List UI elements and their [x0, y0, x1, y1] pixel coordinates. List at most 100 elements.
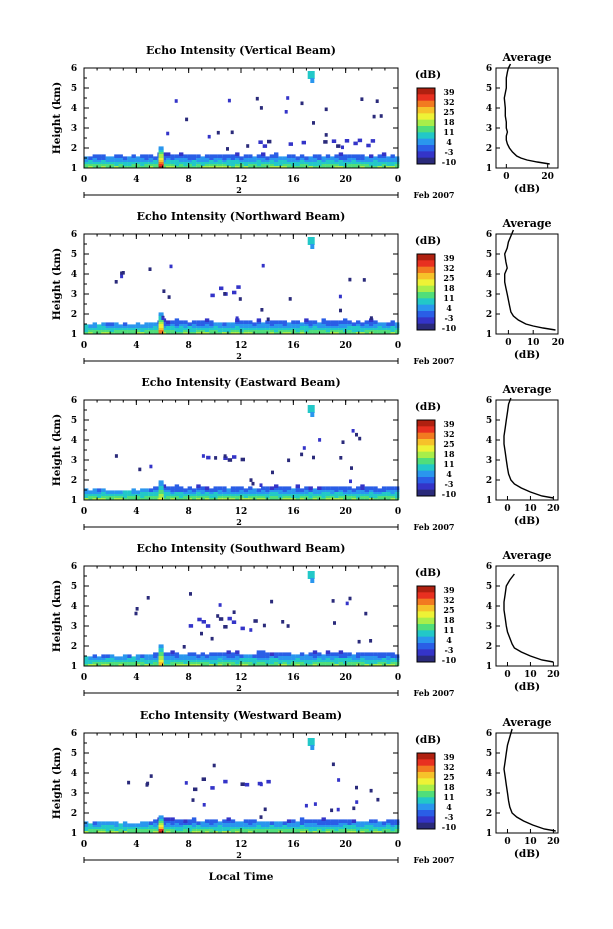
heatmap-cell — [101, 658, 106, 662]
colorbar-swatch — [417, 88, 435, 95]
heatmap-cell — [347, 330, 352, 334]
heatmap-cell — [140, 156, 145, 160]
heatmap-cell — [263, 807, 267, 812]
heatmap-cell — [256, 650, 262, 654]
heatmap-cell — [88, 158, 93, 162]
heatmap-cell — [148, 267, 152, 271]
heatmap-cell — [269, 494, 275, 498]
heatmap-cell — [377, 328, 382, 332]
heatmap-cell — [356, 158, 361, 162]
heatmap-cell — [230, 162, 236, 166]
heatmap-cell — [330, 488, 335, 492]
heatmap-cell — [256, 160, 262, 164]
heatmap-cell — [213, 158, 218, 162]
heatmap-cell — [235, 490, 240, 494]
heatmap-cell — [127, 164, 132, 168]
heatmap-cell — [161, 821, 167, 825]
heatmap-cell — [252, 829, 257, 833]
heatmap-cell — [274, 324, 279, 328]
heatmap-cell — [131, 330, 136, 334]
heatmap-cell — [213, 496, 218, 500]
heatmap-cell — [187, 162, 192, 166]
heatmap-cell — [325, 821, 331, 825]
heatmap-cell — [312, 154, 318, 158]
heatmap-cell — [390, 496, 395, 500]
heatmap-cell — [191, 658, 197, 662]
heatmap-cell — [261, 263, 265, 268]
heatmap-cell — [372, 114, 376, 119]
heatmap-cell — [364, 821, 369, 825]
heatmap-cell — [394, 160, 400, 164]
heatmap-cell — [140, 654, 145, 658]
heatmap-cell — [161, 154, 167, 158]
heatmap-cell — [214, 456, 218, 460]
heatmap-cell — [239, 322, 244, 326]
heatmap-cell — [248, 162, 253, 166]
heatmap-cell — [261, 658, 266, 662]
panel-5: Echo Intensity (Westward Beam)123456Heig… — [51, 709, 560, 865]
colorbar-units: (dB) — [415, 235, 441, 247]
heatmap-cell — [148, 322, 154, 326]
heatmap-cell — [373, 827, 378, 831]
heatmap-cell — [239, 496, 244, 500]
profile-title: Average — [501, 51, 551, 64]
heatmap-cell — [182, 645, 186, 649]
heatmap-cell — [187, 660, 192, 664]
heatmap-cell — [248, 156, 253, 160]
heatmap-cell — [179, 654, 184, 658]
heatmap-cell — [170, 827, 175, 831]
y-axis-label: Height (km) — [51, 747, 63, 819]
heatmap-cell — [360, 823, 365, 827]
heatmap-cell — [191, 158, 197, 162]
heatmap-cell — [127, 330, 132, 334]
heatmap-cell — [97, 164, 102, 168]
heatmap-cell — [179, 160, 184, 164]
heatmap-cell — [261, 821, 266, 825]
heatmap-cell — [202, 803, 206, 807]
heatmap-cell — [140, 488, 145, 492]
heatmap-cell — [330, 825, 335, 829]
heatmap-cell — [216, 130, 220, 135]
heatmap-cell — [239, 158, 244, 162]
heatmap-cell — [84, 496, 89, 500]
heatmap-cell — [394, 158, 400, 162]
heatmap-cell — [200, 156, 205, 160]
heatmap-cell — [321, 823, 326, 827]
y-tick-label: 4 — [71, 769, 77, 779]
heatmap-cell — [351, 326, 357, 330]
heatmap-cell — [223, 779, 228, 784]
heatmap-cell — [300, 101, 304, 106]
heatmap-cell — [161, 164, 167, 168]
heatmap-cell — [330, 162, 335, 166]
heatmap-cell — [158, 326, 164, 330]
heatmap-cell — [114, 492, 119, 496]
heatmap-cell — [274, 162, 279, 166]
heatmap-cell — [170, 652, 175, 656]
profile-y-tick-label: 5 — [486, 416, 492, 426]
heatmap-cell — [259, 483, 263, 487]
heatmap-cell — [364, 658, 369, 662]
heatmap-cell — [347, 154, 352, 158]
heatmap-cell — [356, 660, 361, 664]
heatmap-cell — [122, 162, 128, 166]
heatmap-cell — [213, 829, 218, 833]
x-tick-label: 12 — [235, 341, 248, 351]
heatmap-cell — [92, 658, 97, 662]
heatmap-cell — [222, 160, 227, 164]
heatmap-cell — [131, 829, 136, 833]
heatmap-cell — [330, 328, 335, 332]
heatmap-cell — [230, 652, 236, 656]
heatmap-cell — [269, 324, 275, 328]
heatmap-cell — [381, 656, 387, 660]
heatmap-cell — [312, 652, 318, 656]
heatmap-cell — [338, 328, 344, 332]
heatmap-cell — [166, 154, 171, 158]
heatmap-cell — [222, 494, 227, 498]
heatmap-cell — [299, 492, 305, 496]
heatmap-cell — [269, 658, 275, 662]
heatmap-cell — [196, 490, 201, 494]
heatmap-cell — [189, 592, 192, 596]
heatmap-cell — [351, 658, 357, 662]
heatmap-cell — [269, 326, 275, 330]
heatmap-cell — [321, 660, 326, 664]
